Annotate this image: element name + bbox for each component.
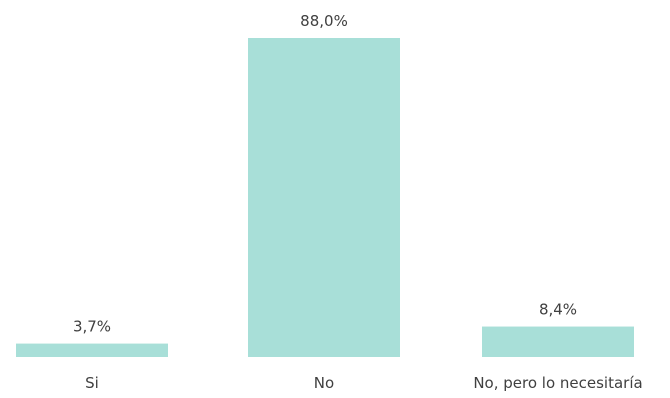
value-labels-group: 3,7% 88,0% 8,4%	[73, 12, 577, 336]
value-label-2: 8,4%	[539, 301, 577, 319]
value-label-1: 88,0%	[300, 12, 348, 30]
bar-0	[16, 343, 168, 357]
category-label-0: Si	[85, 374, 99, 392]
bars-group	[16, 38, 634, 357]
category-label-2: No, pero lo necesitaría	[473, 374, 642, 392]
bar-2	[482, 326, 634, 357]
category-labels-group: Si No No, pero lo necesitaría	[85, 374, 643, 392]
value-label-0: 3,7%	[73, 318, 111, 336]
bar-1	[248, 38, 400, 357]
category-label-1: No	[314, 374, 334, 392]
